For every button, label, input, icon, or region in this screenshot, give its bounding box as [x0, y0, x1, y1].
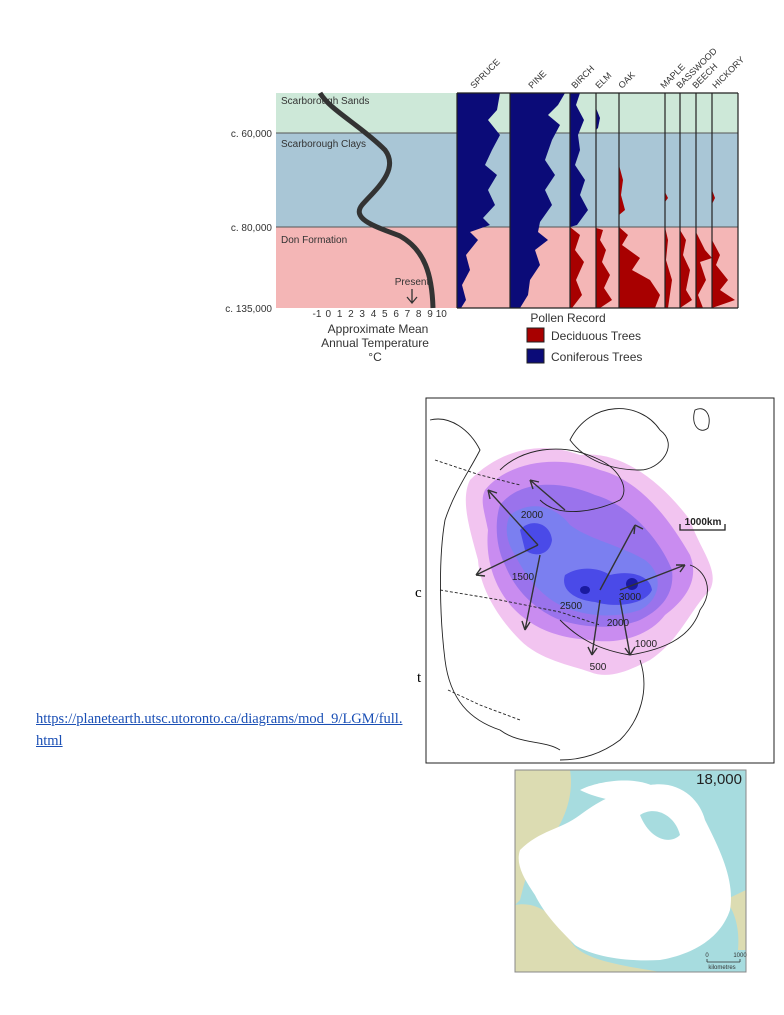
contour-label: 2500	[560, 601, 583, 612]
pollen-column-label: ELM	[593, 70, 613, 90]
pollen-figure: Scarborough Sands Scarborough Clays Don …	[225, 46, 746, 364]
temperature-tick: 10	[436, 309, 448, 320]
temperature-tick: 0	[326, 309, 332, 320]
layer-clays	[276, 133, 738, 227]
contour-label: 500	[590, 662, 607, 673]
pollen-column-label: PINE	[526, 68, 548, 90]
temperature-tick: 9	[427, 309, 433, 320]
legend-title: Pollen Record	[530, 311, 605, 325]
scale-tick: 0	[705, 953, 709, 959]
side-letter: t	[417, 670, 422, 686]
temperature-tick: 3	[359, 309, 365, 320]
layer-label: Scarborough Sands	[281, 96, 369, 107]
present-arrow	[406, 289, 418, 305]
pollen-column-label: OAK	[616, 70, 637, 91]
ice-thickness-map: 2000 1500 2500 3000 2000 1000 500 1000km	[425, 397, 775, 764]
scale-bar	[679, 524, 726, 531]
contour-label: 1500	[512, 572, 535, 583]
contour-4	[564, 568, 652, 605]
temperature-tick: 4	[371, 309, 377, 320]
age-label: c. 80,000	[231, 223, 273, 234]
coniferous-silhouettes	[457, 93, 600, 308]
temperature-curve	[317, 91, 436, 309]
scale-bar	[706, 959, 741, 963]
contour-label: 2000	[607, 618, 630, 629]
map-frame	[514, 769, 747, 973]
layer-label: Don Formation	[281, 235, 347, 246]
axis-title: Approximate Mean	[328, 322, 429, 336]
age-label: c. 60,000	[231, 129, 273, 140]
column-separators	[456, 92, 739, 309]
temperature-tick: 1	[337, 309, 343, 320]
side-letter: c	[415, 585, 422, 601]
scale-label: 1000km	[685, 517, 722, 528]
contour-label: 1000	[635, 639, 658, 650]
layer-sands	[276, 93, 738, 133]
deciduous-silhouettes	[570, 165, 735, 308]
layer-label: Scarborough Clays	[281, 139, 366, 150]
contour-label: 2000	[521, 510, 544, 521]
temperature-tick: -1	[313, 309, 322, 320]
layer-don	[276, 227, 738, 308]
flow-arrows	[475, 479, 686, 656]
temperature-tick: 2	[348, 309, 354, 320]
year-label: 18,000	[696, 771, 742, 788]
pollen-column-label: SPRUCE	[468, 57, 502, 91]
temperature-tick: 7	[405, 309, 411, 320]
ice-extent-map: 18,000 0 1000 kilometres	[514, 769, 747, 973]
temperature-tick: 5	[382, 309, 388, 320]
axis-title: °C	[368, 350, 382, 364]
scale-tick: 1000	[733, 953, 747, 959]
legend-swatch	[526, 327, 545, 343]
temperature-tick: 6	[393, 309, 399, 320]
scale-unit: kilometres	[708, 965, 735, 971]
legend-label: Coniferous Trees	[551, 350, 642, 364]
age-label: c. 135,000	[225, 304, 272, 315]
legend-label: Deciduous Trees	[551, 329, 641, 343]
temperature-tick: 8	[416, 309, 422, 320]
pollen-column-label: HICKORY	[710, 54, 746, 90]
axis-title: Annual Temperature	[321, 336, 429, 350]
pollen-column-label: BIRCH	[569, 64, 596, 91]
source-link[interactable]: https://planetearth.utsc.utoronto.ca/dia…	[36, 711, 403, 749]
contour-4	[520, 523, 552, 555]
legend-swatch	[526, 348, 545, 364]
present-label: Present	[395, 277, 430, 288]
contour-label: 3000	[619, 592, 642, 603]
